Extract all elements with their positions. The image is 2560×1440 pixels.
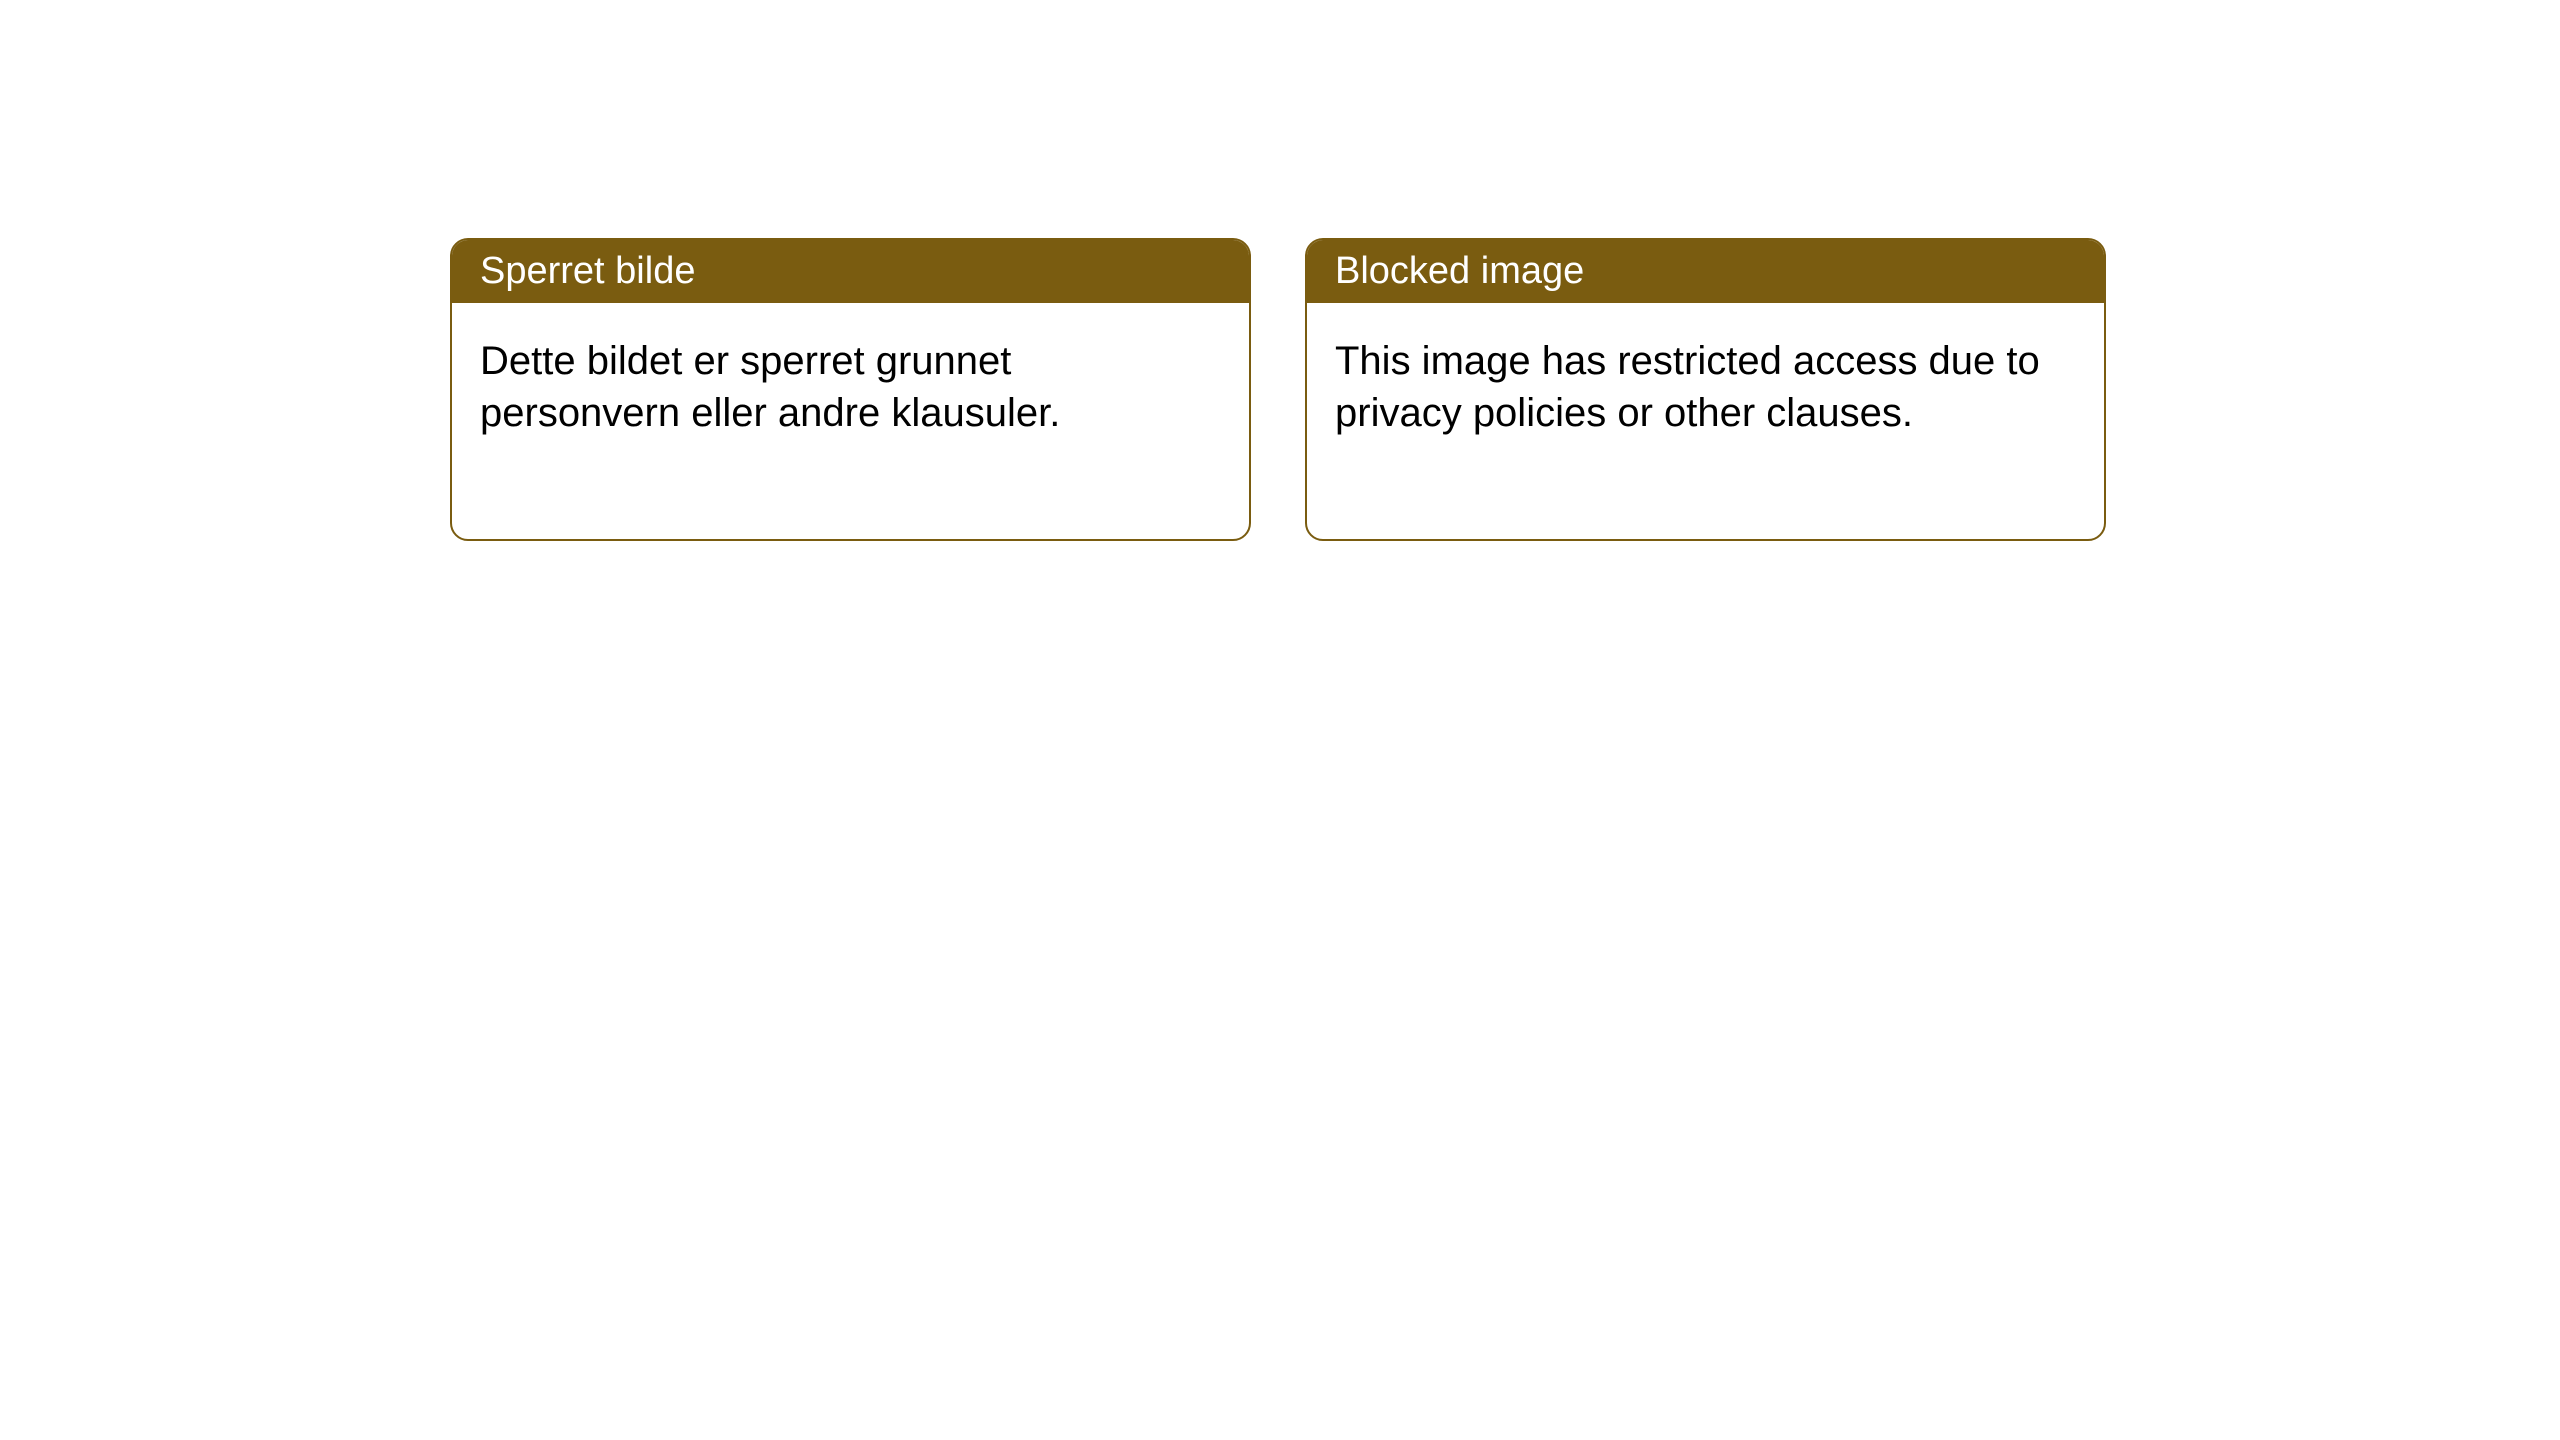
card-header: Sperret bilde: [452, 240, 1249, 303]
card-message: This image has restricted access due to …: [1335, 339, 2040, 435]
blocked-image-card-norwegian: Sperret bilde Dette bildet er sperret gr…: [450, 238, 1251, 541]
card-title: Blocked image: [1335, 250, 1584, 292]
blocked-image-card-english: Blocked image This image has restricted …: [1305, 238, 2106, 541]
card-header: Blocked image: [1307, 240, 2104, 303]
card-body: Dette bildet er sperret grunnet personve…: [452, 303, 1249, 539]
card-message: Dette bildet er sperret grunnet personve…: [480, 339, 1060, 435]
card-title: Sperret bilde: [480, 250, 695, 292]
notice-container: Sperret bilde Dette bildet er sperret gr…: [450, 238, 2106, 541]
card-body: This image has restricted access due to …: [1307, 303, 2104, 539]
